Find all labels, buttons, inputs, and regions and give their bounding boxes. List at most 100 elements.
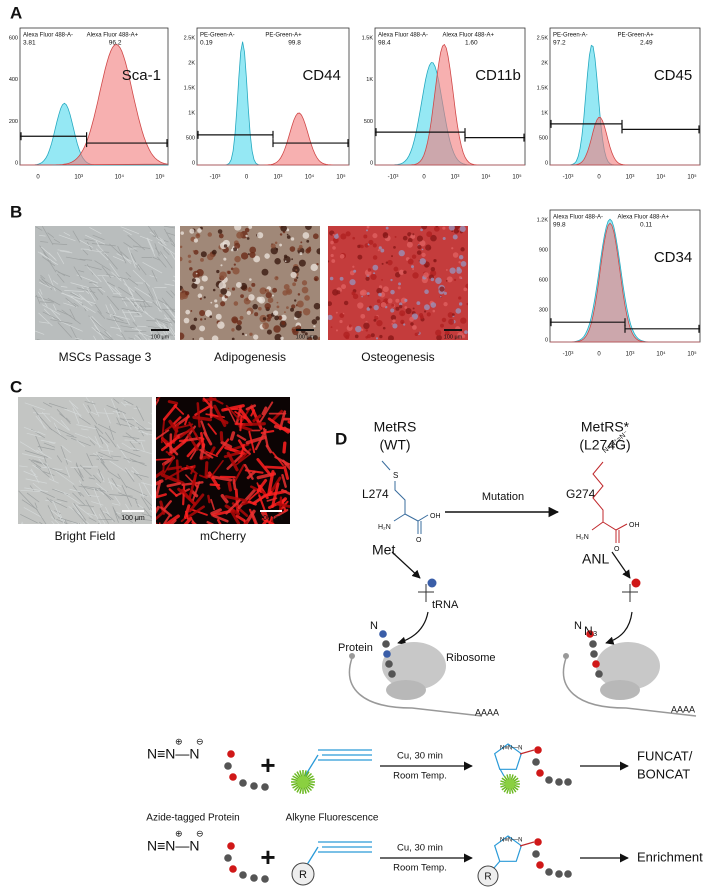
texture <box>191 519 196 524</box>
texture <box>224 504 240 516</box>
gate-percent: 3.81 <box>23 40 36 47</box>
texture <box>138 482 144 497</box>
texture <box>248 294 255 301</box>
texture <box>393 246 396 249</box>
y-tick-label: 0 <box>15 160 18 166</box>
texture <box>112 296 125 299</box>
texture <box>239 315 244 320</box>
texture <box>73 302 79 307</box>
texture <box>419 258 427 265</box>
texture <box>453 226 461 230</box>
texture <box>123 242 138 252</box>
texture <box>440 323 444 328</box>
texture <box>79 258 93 261</box>
marker-label: CD34 <box>654 249 692 266</box>
texture <box>410 233 416 239</box>
texture <box>123 399 134 406</box>
marker-label: CD44 <box>302 67 340 84</box>
x-tick-label: -10³ <box>388 175 399 181</box>
texture <box>160 251 173 269</box>
texture <box>60 445 69 465</box>
texture <box>398 250 405 257</box>
texture <box>390 289 395 295</box>
texture <box>41 246 56 260</box>
texture <box>54 488 70 496</box>
texture <box>257 232 264 239</box>
texture <box>40 439 56 444</box>
texture <box>274 258 281 265</box>
texture <box>370 333 375 338</box>
texture <box>130 252 137 263</box>
texture <box>40 252 57 265</box>
texture <box>86 512 97 516</box>
texture <box>271 482 280 508</box>
texture <box>265 291 272 299</box>
texture <box>381 279 383 281</box>
texture <box>127 247 136 268</box>
texture <box>23 426 39 434</box>
texture <box>142 261 163 274</box>
texture <box>372 243 377 248</box>
texture <box>256 296 262 302</box>
texture <box>190 324 196 331</box>
gate-percent: 96.2 <box>109 40 122 47</box>
texture <box>137 325 149 328</box>
texture <box>205 450 218 457</box>
texture <box>220 494 229 504</box>
x-tick-label: 10⁴ <box>115 174 125 181</box>
image-bg <box>328 226 468 340</box>
texture <box>190 310 193 312</box>
texture <box>112 507 120 520</box>
texture <box>390 308 395 313</box>
texture <box>211 249 217 255</box>
texture <box>284 462 290 466</box>
texture <box>112 256 125 262</box>
texture <box>156 505 160 515</box>
x-tick-label: 10⁵ <box>155 174 165 181</box>
texture <box>287 420 290 425</box>
texture <box>379 334 383 339</box>
texture <box>162 323 171 334</box>
texture <box>96 454 108 470</box>
texture <box>382 286 389 293</box>
texture <box>410 322 414 326</box>
texture <box>407 237 413 243</box>
texture <box>430 266 436 272</box>
texture <box>87 288 96 302</box>
texture <box>197 228 202 233</box>
texture <box>142 481 152 499</box>
texture <box>86 521 90 524</box>
texture <box>312 335 318 340</box>
texture <box>157 256 167 268</box>
gate-label: Alexa Fluor 488-A- <box>23 33 73 39</box>
texture <box>430 277 435 282</box>
x-tick-label: 10³ <box>74 175 83 181</box>
texture <box>313 302 320 310</box>
label: Room Temp. <box>393 771 447 782</box>
texture <box>238 424 253 432</box>
texture <box>417 244 422 250</box>
x-tick-label: 10³ <box>626 352 635 358</box>
texture <box>234 410 247 420</box>
texture <box>249 246 257 254</box>
texture <box>146 325 167 330</box>
texture <box>290 307 295 312</box>
plot-frame <box>549 27 701 166</box>
texture <box>215 313 222 320</box>
texture <box>452 234 458 240</box>
texture <box>35 330 45 335</box>
texture <box>329 276 334 281</box>
texture <box>336 290 341 295</box>
texture <box>19 465 28 468</box>
texture <box>459 226 466 233</box>
texture <box>306 239 310 243</box>
texture <box>376 319 383 327</box>
bond <box>393 481 406 522</box>
texture <box>114 513 123 520</box>
texture <box>94 260 111 271</box>
texture <box>430 302 437 308</box>
texture <box>365 229 369 232</box>
texture <box>243 464 254 480</box>
texture <box>315 316 320 321</box>
texture <box>87 404 92 412</box>
